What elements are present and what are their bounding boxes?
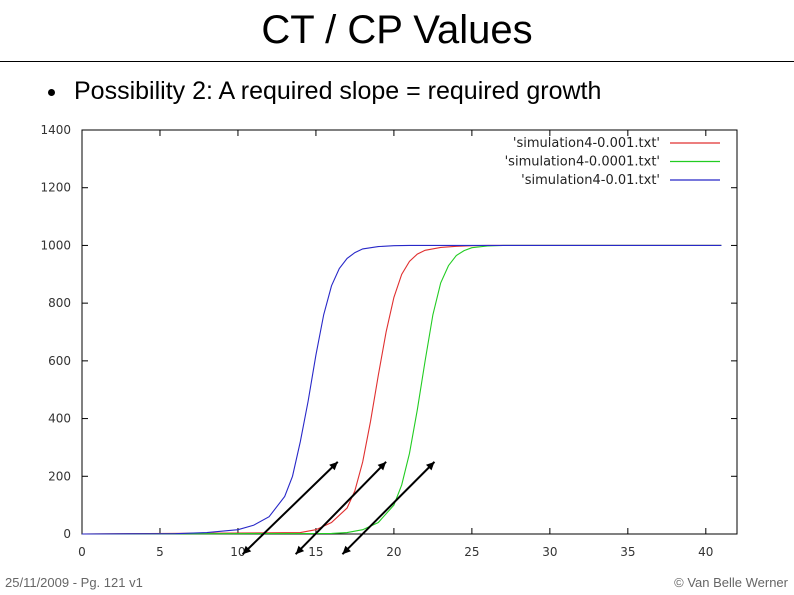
arrowhead xyxy=(295,545,305,555)
legend-label: 'simulation4-0.0001.txt' xyxy=(505,155,660,170)
y-tick-label: 600 xyxy=(48,354,71,368)
x-tick-label: 30 xyxy=(542,545,557,559)
series-layer xyxy=(81,244,722,535)
y-tick-label: 1000 xyxy=(40,238,71,252)
slope-arrow xyxy=(241,461,339,555)
x-tick-label: 25 xyxy=(464,545,479,559)
plot-frame xyxy=(81,129,738,535)
legend-label: 'simulation4-0.01.txt' xyxy=(521,173,660,188)
series-line-2 xyxy=(81,244,722,535)
bullet-icon xyxy=(48,88,55,96)
x-tick-label: 15 xyxy=(308,545,323,559)
y-tick-label: 200 xyxy=(48,469,71,483)
y-tick-label: 1400 xyxy=(40,123,71,137)
title-divider xyxy=(0,61,794,62)
y-tick-label: 1200 xyxy=(40,181,71,195)
x-tick-label: 10 xyxy=(230,545,245,559)
footer-date: 25/11/2009 - Pg. 121 v1 xyxy=(5,575,143,590)
bullet-point: Possibility 2: A required slope = requir… xyxy=(48,74,601,108)
series-line-1 xyxy=(81,244,722,535)
series-line-3 xyxy=(81,244,722,535)
slope-arrow xyxy=(294,461,387,555)
arrowhead xyxy=(426,461,435,471)
x-tick-label: 5 xyxy=(156,545,164,559)
slope-arrow xyxy=(341,461,436,555)
arrowhead xyxy=(377,461,387,471)
bullet-text: Possibility 2: A required slope = requir… xyxy=(74,77,602,105)
x-tick-label: 35 xyxy=(620,545,635,559)
y-tick-label: 800 xyxy=(48,296,71,310)
sigmoid-growth-chart: 0 200 400 600 800 1000 1200 1400 0 5 10 15 20 25 30 35 4… xyxy=(40,123,738,559)
arrowhead xyxy=(329,461,338,471)
x-tick-label: 40 xyxy=(698,545,713,559)
axis-ticks: 0 200 400 600 800 1000 1200 1400 0 5 10 15 20 25 30 35 4… xyxy=(40,123,737,559)
x-tick-label: 20 xyxy=(386,545,401,559)
chart-legend: 'simulation4-0.001.txt' 'simulation4-0.00… xyxy=(505,136,720,188)
slide-title: CT / CP Values xyxy=(261,8,533,52)
arrowhead xyxy=(242,545,252,555)
arrowhead xyxy=(342,545,351,555)
footer-copyright: © Van Belle Werner xyxy=(674,575,788,590)
y-tick-label: 0 xyxy=(63,527,71,541)
y-tick-label: 400 xyxy=(48,412,71,426)
x-tick-label: 0 xyxy=(78,545,86,559)
legend-label: 'simulation4-0.001.txt' xyxy=(513,136,660,151)
annotation-arrows xyxy=(241,461,436,555)
